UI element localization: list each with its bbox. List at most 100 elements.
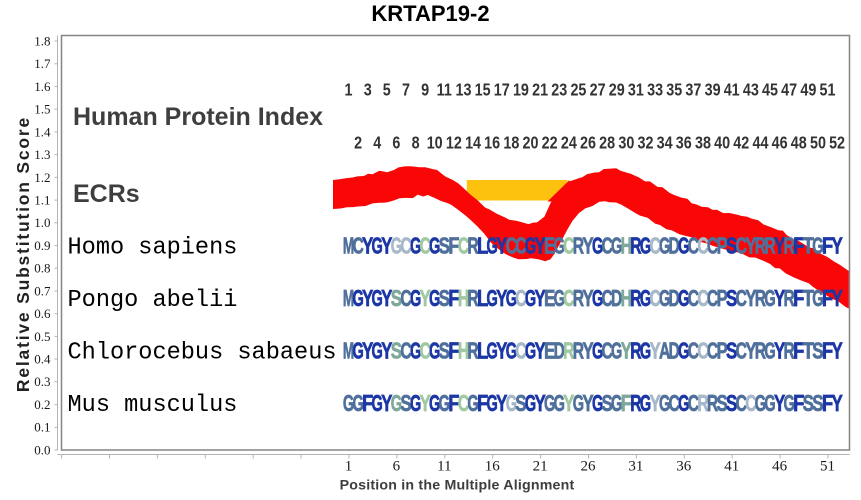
- svg-text:G: G: [640, 233, 651, 259]
- svg-text:Y: Y: [381, 233, 393, 259]
- svg-text:36: 36: [676, 134, 692, 153]
- svg-text:1.6: 1.6: [34, 79, 51, 94]
- svg-text:C: C: [736, 285, 747, 311]
- svg-text:M: M: [343, 233, 354, 259]
- svg-text:Homo sapiens: Homo sapiens: [68, 235, 238, 262]
- svg-text:C: C: [697, 338, 708, 364]
- svg-text:C: C: [419, 338, 430, 364]
- svg-text:11: 11: [437, 81, 452, 100]
- svg-text:51: 51: [819, 81, 835, 100]
- svg-text:S: S: [812, 338, 823, 364]
- svg-text:33: 33: [647, 81, 663, 100]
- svg-text:5: 5: [383, 81, 391, 100]
- svg-text:R: R: [755, 338, 766, 364]
- svg-text:C: C: [707, 233, 718, 259]
- svg-text:Y: Y: [582, 338, 594, 364]
- svg-text:C: C: [400, 233, 411, 259]
- svg-text:Y: Y: [582, 233, 594, 259]
- svg-text:Y: Y: [745, 233, 757, 259]
- svg-text:G: G: [410, 285, 421, 311]
- svg-text:R: R: [764, 233, 775, 259]
- svg-text:26: 26: [580, 134, 596, 153]
- svg-text:Position in the Multiple Align: Position in the Multiple Alignment: [340, 478, 575, 494]
- svg-text:G: G: [506, 390, 517, 416]
- svg-text:Relative Substitution Score: Relative Substitution Score: [13, 116, 33, 392]
- svg-text:C: C: [515, 233, 526, 259]
- svg-text:38: 38: [695, 134, 711, 153]
- svg-text:S: S: [391, 285, 402, 311]
- svg-text:C: C: [515, 338, 526, 364]
- svg-text:40: 40: [714, 134, 730, 153]
- svg-text:C: C: [649, 233, 660, 259]
- svg-text:G: G: [487, 338, 498, 364]
- svg-text:C: C: [697, 233, 708, 259]
- svg-text:Y: Y: [774, 390, 786, 416]
- svg-text:G: G: [764, 285, 775, 311]
- svg-text:22: 22: [542, 134, 558, 153]
- svg-text:Y: Y: [496, 285, 508, 311]
- svg-text:G: G: [554, 390, 565, 416]
- svg-text:L: L: [477, 338, 488, 364]
- svg-text:Y: Y: [534, 338, 546, 364]
- svg-text:F: F: [793, 390, 804, 416]
- svg-text:R: R: [784, 285, 795, 311]
- svg-text:F: F: [822, 285, 833, 311]
- svg-text:Y: Y: [831, 233, 843, 259]
- svg-text:S: S: [803, 390, 814, 416]
- svg-text:C: C: [419, 233, 430, 259]
- svg-text:Mus musculus: Mus musculus: [68, 392, 238, 419]
- svg-text:17: 17: [494, 81, 510, 100]
- svg-text:G: G: [554, 233, 565, 259]
- svg-text:F: F: [822, 338, 833, 364]
- svg-text:G: G: [784, 390, 795, 416]
- svg-text:G: G: [352, 338, 363, 364]
- svg-text:13: 13: [455, 81, 471, 100]
- svg-text:Y: Y: [563, 390, 575, 416]
- svg-text:0.8: 0.8: [34, 261, 50, 276]
- svg-text:Y: Y: [582, 285, 594, 311]
- svg-text:G: G: [659, 390, 670, 416]
- svg-text:1.2: 1.2: [34, 170, 50, 185]
- svg-text:C: C: [688, 233, 699, 259]
- svg-text:Y: Y: [621, 338, 633, 364]
- svg-text:G: G: [812, 285, 823, 311]
- svg-text:S: S: [812, 390, 823, 416]
- svg-text:1: 1: [345, 459, 353, 475]
- svg-text:Y: Y: [381, 390, 393, 416]
- svg-text:F: F: [448, 338, 459, 364]
- svg-text:4: 4: [373, 134, 381, 153]
- svg-text:S: S: [726, 390, 737, 416]
- svg-text:D: D: [669, 285, 680, 311]
- svg-text:D: D: [669, 338, 680, 364]
- svg-text:35: 35: [666, 81, 682, 100]
- svg-text:29: 29: [609, 81, 625, 100]
- svg-text:Y: Y: [534, 285, 546, 311]
- svg-text:F: F: [793, 233, 804, 259]
- svg-text:0.0: 0.0: [34, 442, 50, 457]
- svg-text:G: G: [611, 233, 622, 259]
- svg-text:49: 49: [800, 81, 816, 100]
- svg-text:47: 47: [781, 81, 797, 100]
- svg-text:G: G: [352, 285, 363, 311]
- svg-text:44: 44: [752, 134, 768, 153]
- svg-text:31: 31: [628, 81, 644, 100]
- svg-text:G: G: [640, 338, 651, 364]
- svg-text:21: 21: [533, 459, 548, 475]
- svg-text:C: C: [736, 338, 747, 364]
- svg-text:C: C: [736, 233, 747, 259]
- svg-text:G: G: [812, 233, 823, 259]
- svg-text:S: S: [716, 390, 727, 416]
- svg-text:52: 52: [829, 134, 845, 153]
- svg-text:G: G: [678, 285, 689, 311]
- svg-text:48: 48: [791, 134, 807, 153]
- svg-text:0.5: 0.5: [34, 329, 50, 344]
- svg-text:G: G: [429, 338, 440, 364]
- svg-text:Human Protein Index: Human Protein Index: [73, 103, 323, 131]
- svg-text:G: G: [343, 390, 354, 416]
- svg-text:F: F: [477, 390, 488, 416]
- svg-text:G: G: [592, 233, 603, 259]
- svg-text:31: 31: [628, 459, 643, 475]
- svg-text:G: G: [487, 390, 498, 416]
- svg-text:Y: Y: [774, 285, 786, 311]
- svg-text:0.1: 0.1: [34, 420, 50, 435]
